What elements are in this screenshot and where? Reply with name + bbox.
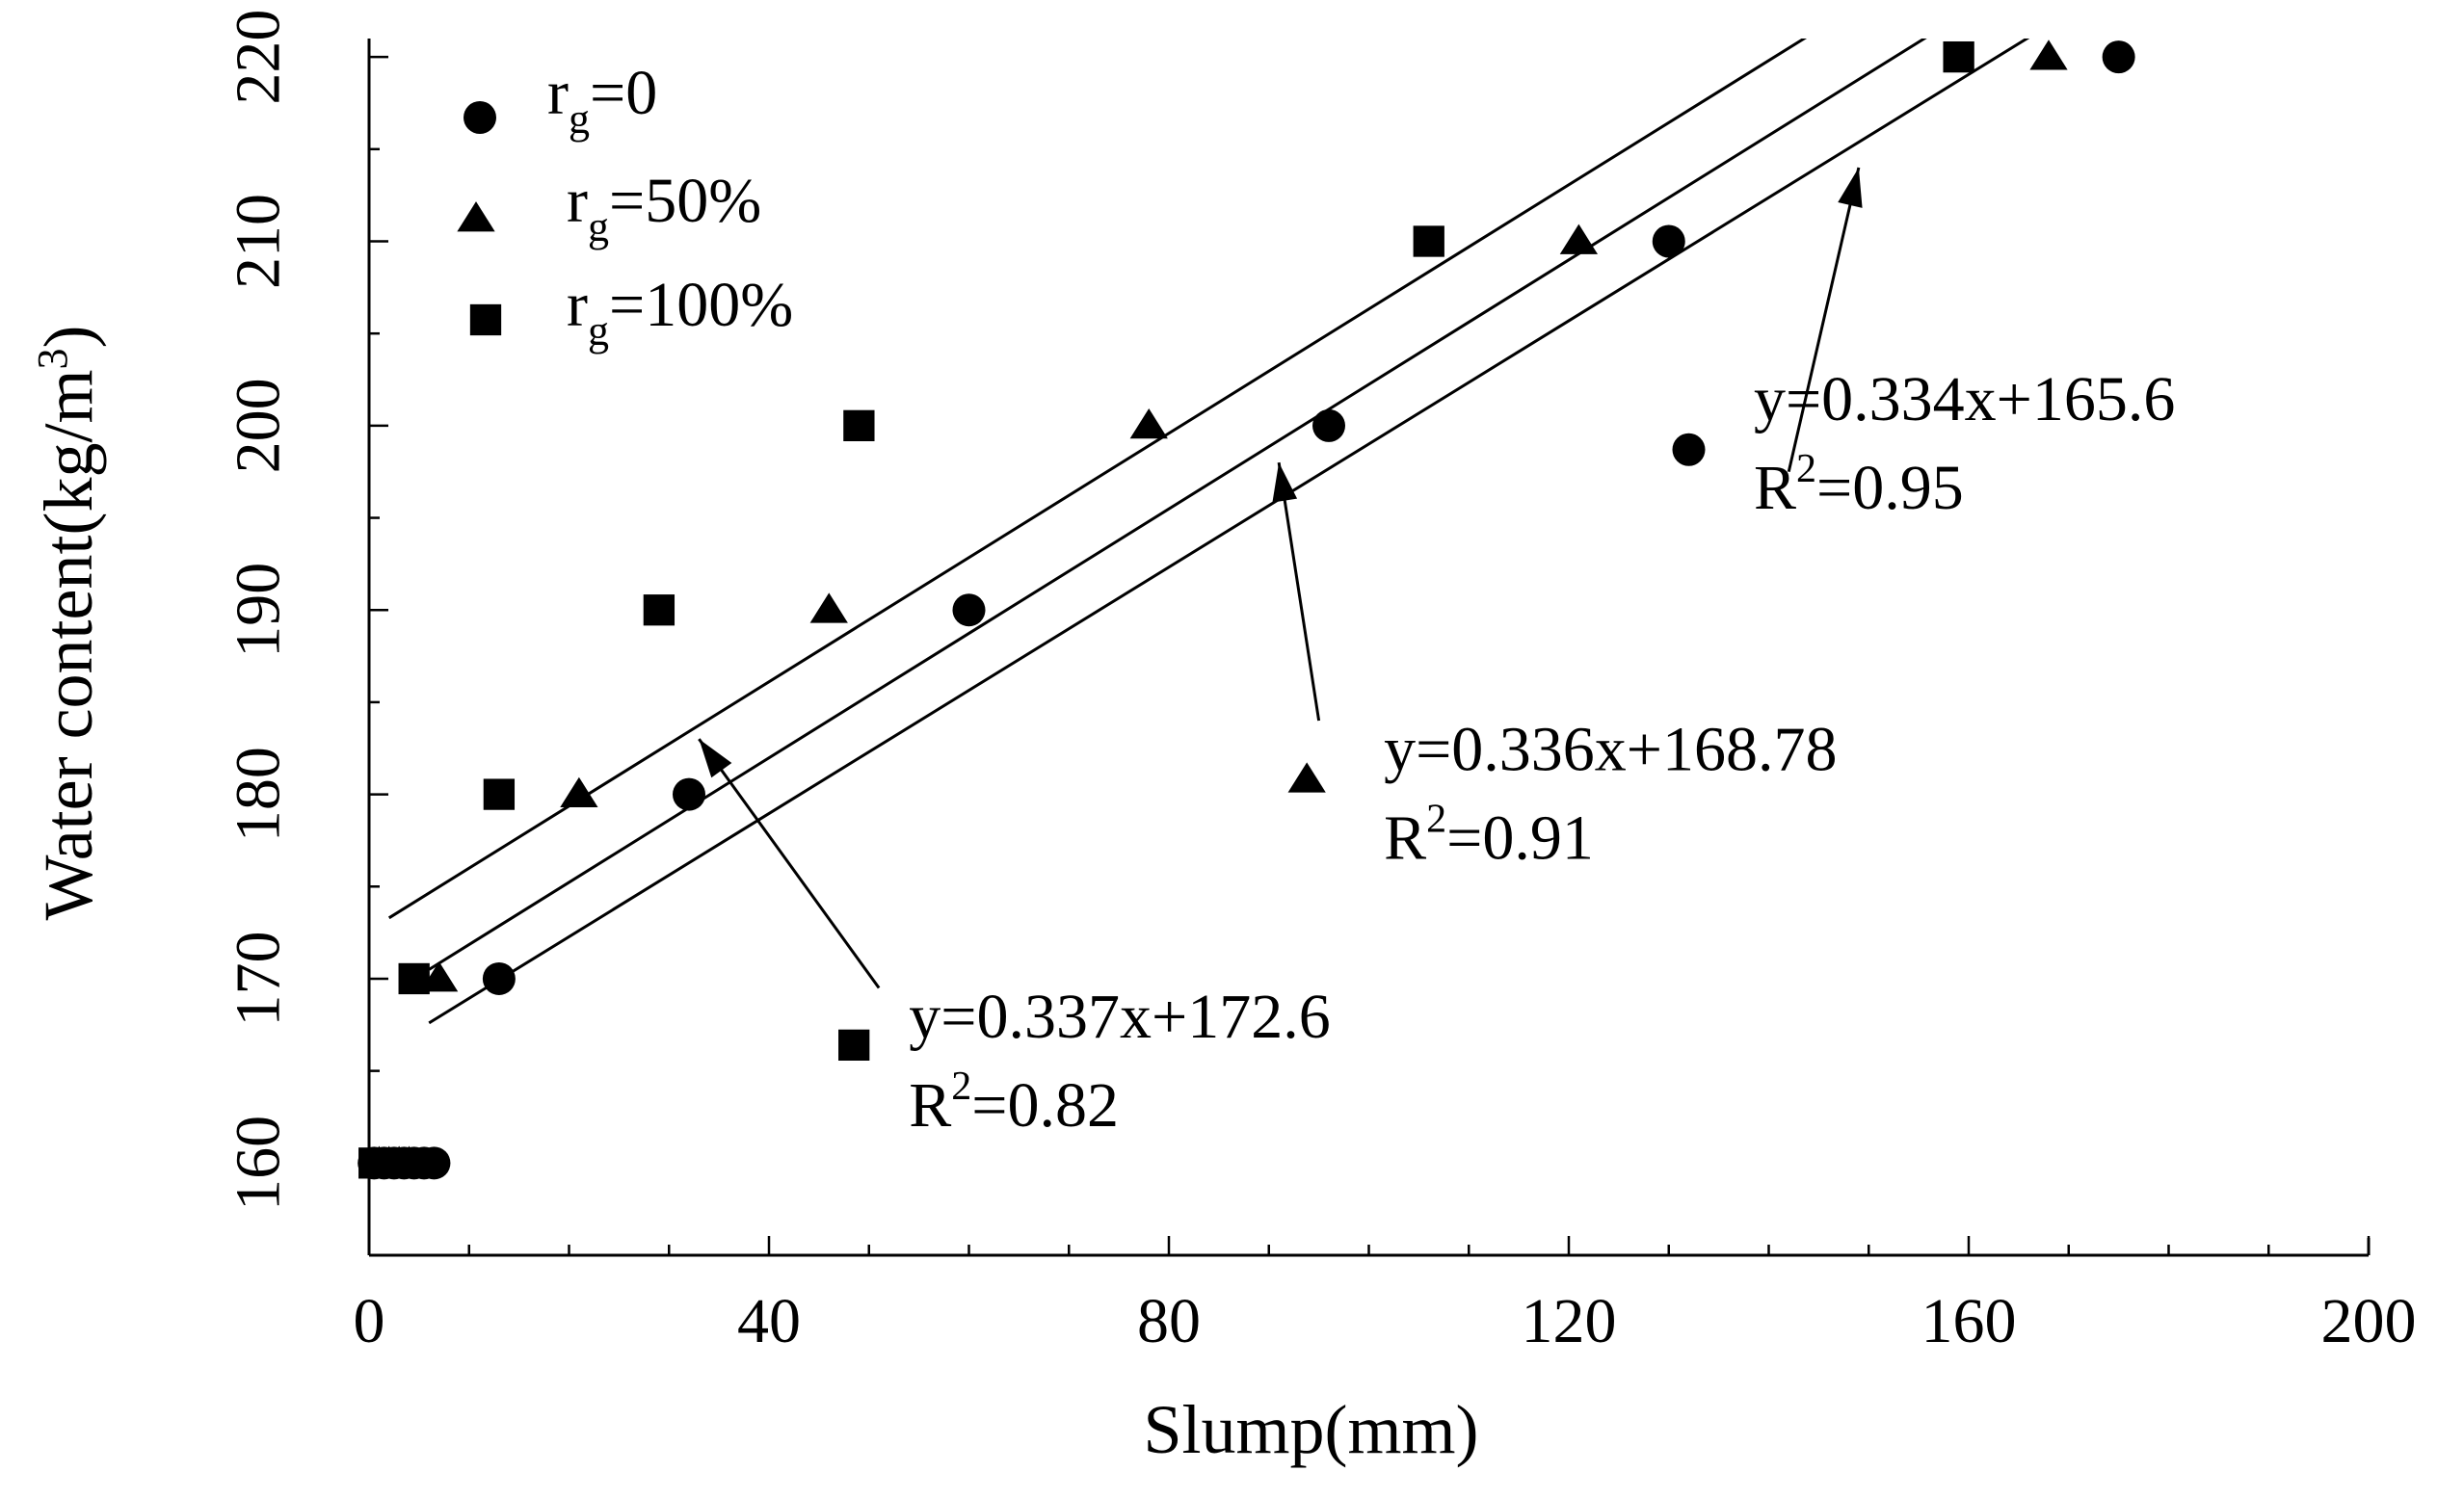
legend-label-main: r (567, 270, 588, 340)
data-point-circle (417, 1146, 451, 1180)
y-tick-label: 180 (224, 747, 294, 842)
data-point-circle (1652, 224, 1685, 258)
data-points (358, 39, 2135, 1180)
legend-label-tail: =100% (609, 270, 793, 340)
equation-label: y=0.337x+172.6 (909, 982, 1330, 1052)
r-squared-tail: =0.82 (971, 1070, 1119, 1141)
regression-line (387, 39, 1808, 920)
annotation-arrow (1787, 167, 1861, 473)
annotations: y=0.334x+165.6R2=0.95y=0.336x+168.78R2=0… (698, 167, 2175, 1141)
legend-label: rg=100% (567, 270, 793, 355)
annotation-marker-triangle (1287, 762, 1326, 793)
x-tick-label: 200 (2321, 1286, 2417, 1356)
axes: 0 40 80 120 160 200 160 170 180 190 200 210 220 Slump… (29, 10, 2417, 1468)
legend-label: rg=50% (567, 166, 761, 250)
legend: rg=0rg=50%rg=100% (457, 58, 793, 355)
y-tick-label: 200 (224, 378, 294, 473)
x-tick-label: 0 (354, 1286, 385, 1356)
annotation-marker-circle (1672, 433, 1706, 466)
y-axis-label-sup: 3 (29, 348, 76, 369)
legend-label-sub: g (588, 307, 609, 355)
legend-label-main: r (547, 58, 569, 128)
r-squared-main: R (1384, 803, 1426, 874)
r-squared-tail: =0.91 (1446, 803, 1594, 874)
data-point-triangle (560, 776, 598, 807)
r-squared-label: R2=0.91 (1384, 798, 1594, 874)
annotation-arrowhead (1838, 167, 1863, 208)
annotation-arrowhead (699, 739, 732, 778)
data-point-circle (2102, 40, 2135, 74)
equation-label: y=0.334x+165.6 (1754, 364, 2175, 434)
y-axis-label-tail: ) (30, 326, 107, 349)
y-tick-label: 210 (224, 194, 294, 289)
data-point-circle (952, 593, 986, 627)
r-squared-main: R (909, 1070, 951, 1141)
data-point-square (1943, 40, 1974, 73)
y-tick-label: 190 (224, 563, 294, 658)
legend-label: rg=0 (547, 58, 657, 143)
y-tick-label: 220 (224, 10, 294, 105)
data-point-triangle (809, 592, 848, 623)
x-tick-label: 120 (1522, 1286, 1617, 1356)
legend-marker-circle (464, 101, 496, 134)
r-squared-label: R2=0.82 (909, 1064, 1119, 1141)
legend-marker-triangle (457, 201, 495, 232)
r-squared-tail: =0.95 (1816, 453, 1964, 523)
legend-label-sub: g (569, 95, 590, 143)
legend-label-main: r (567, 166, 588, 236)
data-point-triangle (1129, 408, 1168, 439)
data-point-circle (673, 777, 705, 811)
r-squared-sup: 2 (1796, 447, 1816, 491)
y-tick-label: 170 (224, 931, 294, 1026)
annotation-arrow (698, 738, 881, 989)
legend-label-tail: =50% (609, 166, 761, 236)
y-axis-label-main: Water content(kg/m (30, 369, 107, 920)
data-point-circle (482, 961, 516, 995)
data-point-circle (1312, 408, 1345, 442)
annotation-arrowhead (1272, 462, 1298, 503)
equation-label: y=0.336x+168.78 (1384, 715, 1837, 785)
y-axis-label: Water content(kg/m3) (29, 326, 107, 921)
x-tick-label: 40 (737, 1286, 801, 1356)
x-axis-label: Slump(mm) (1143, 1391, 1478, 1468)
data-point-square (1413, 225, 1444, 257)
r-squared-sup: 2 (1426, 798, 1446, 842)
x-tick-label: 160 (1921, 1286, 2017, 1356)
legend-label-sub: g (588, 203, 609, 250)
r-squared-sup: 2 (951, 1064, 971, 1109)
data-point-square (643, 594, 676, 626)
r-squared-label: R2=0.95 (1754, 447, 1964, 523)
x-tick-label: 80 (1137, 1286, 1201, 1356)
y-tick-label: 160 (224, 1116, 294, 1211)
annotation-marker-square (838, 1029, 870, 1061)
data-point-square (483, 778, 516, 810)
annotation-arrow (1277, 461, 1321, 722)
legend-marker-square (469, 303, 502, 336)
data-point-square (398, 962, 430, 995)
data-point-triangle (1559, 223, 1599, 254)
data-point-triangle (2029, 39, 2068, 70)
data-point-square (843, 409, 875, 442)
legend-label-tail: =0 (590, 58, 657, 128)
